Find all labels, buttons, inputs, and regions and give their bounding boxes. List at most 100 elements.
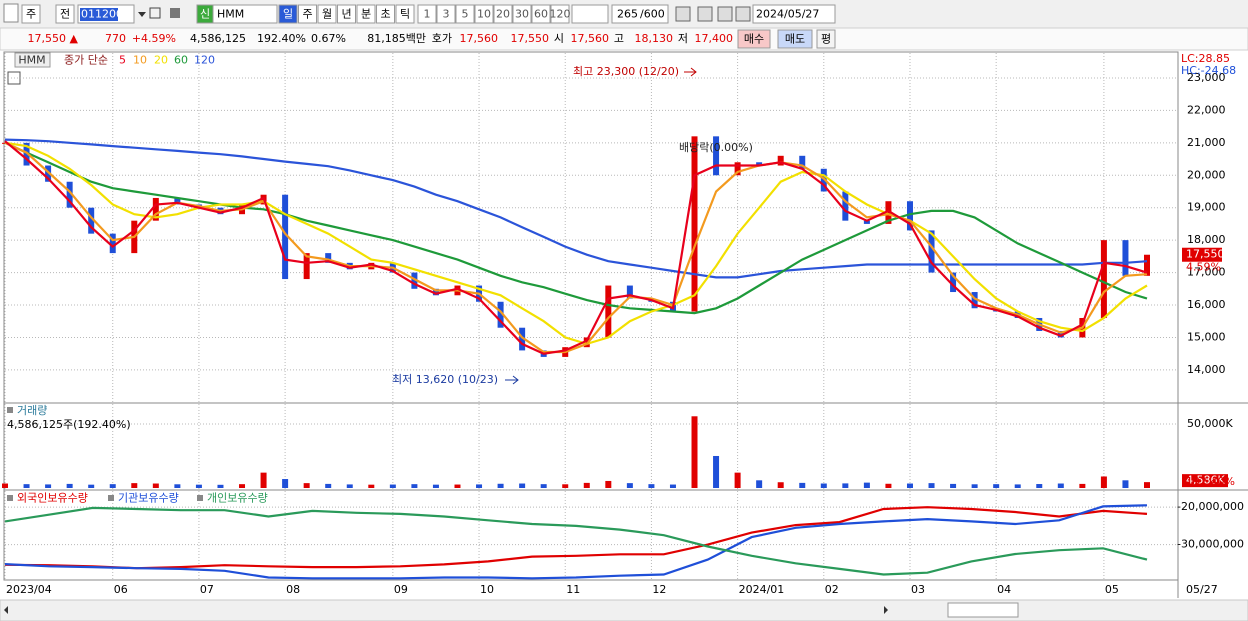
annotation-arrow — [505, 375, 519, 385]
candle — [109, 233, 116, 254]
count-button-box[interactable] — [493, 4, 513, 24]
volume-bar — [842, 483, 849, 488]
y-tick-label: 14,000 — [1187, 363, 1226, 376]
quote-item: 770 — [105, 32, 126, 45]
period-button-box[interactable] — [395, 4, 415, 24]
quote-item: 고 — [614, 32, 624, 45]
volume-bar — [432, 484, 439, 488]
order-button[interactable] — [777, 29, 813, 49]
candle — [23, 142, 30, 166]
x-tick-label: 02 — [825, 583, 839, 596]
legend-entry: 기관보유수량 — [118, 492, 179, 505]
y-tick-label: 19,000 — [1187, 201, 1226, 214]
candle — [950, 272, 957, 293]
period-button-box[interactable] — [317, 4, 337, 24]
prev-button: 전 — [60, 8, 70, 21]
tool-icon[interactable] — [717, 6, 733, 22]
scrollbar[interactable] — [0, 599, 1248, 621]
volume-bar — [368, 484, 375, 488]
legend-entry: 60 — [174, 54, 188, 67]
last-volume-box — [1182, 474, 1228, 488]
count-button-box[interactable] — [550, 4, 570, 24]
order-button-label: 평 — [821, 33, 831, 46]
legend-entry: 20 — [154, 54, 168, 67]
sound-icon[interactable] — [170, 8, 180, 18]
count-button-box[interactable] — [512, 4, 532, 24]
tool-icon[interactable] — [697, 6, 713, 22]
quote-item: 17,550 — [511, 32, 550, 45]
legend-entry: 개인보유수량 — [207, 492, 268, 505]
volume-ratio: 192.40% — [1186, 475, 1235, 488]
volume-bar — [1122, 480, 1129, 488]
name-input[interactable] — [212, 4, 278, 24]
period-button-box[interactable] — [298, 4, 317, 24]
volume-bar — [669, 484, 676, 488]
count-button-box[interactable] — [531, 4, 551, 24]
order-button[interactable] — [737, 29, 771, 49]
date-label: 05/27 — [1186, 583, 1218, 596]
period-button: 월 — [322, 8, 332, 21]
candle — [1122, 240, 1129, 276]
code-text: 011200 — [81, 8, 123, 21]
candle — [519, 327, 526, 351]
count-button: 30 — [515, 8, 529, 21]
quote-item: 시 — [554, 32, 564, 45]
name-text: HMM — [217, 8, 244, 21]
y-tick-label: 22,000 — [1187, 103, 1226, 116]
period-button-box[interactable] — [337, 4, 356, 24]
count-button-box[interactable] — [417, 4, 437, 24]
blank-select[interactable] — [571, 4, 609, 24]
candle — [820, 168, 827, 192]
volume-bar — [605, 480, 612, 488]
x-tick-label: 11 — [566, 583, 580, 596]
period-button: 일 — [283, 7, 293, 21]
count-button: 5 — [462, 8, 469, 21]
volume-bar — [131, 483, 138, 488]
quote-item: 0.67% — [311, 32, 346, 45]
candle — [928, 230, 935, 273]
candle — [605, 285, 612, 338]
candle — [497, 301, 504, 328]
volume-bar — [519, 483, 526, 488]
count-button-box[interactable] — [455, 4, 475, 24]
volume-bar — [1014, 484, 1021, 488]
count-button: 10 — [477, 8, 491, 21]
quote-item: 호가 — [432, 32, 452, 45]
legend-entry: 10 — [133, 54, 147, 67]
quote-item: 18,130 — [635, 32, 674, 45]
market-select: 주 — [26, 8, 36, 21]
last-price: 17,550 — [1186, 248, 1225, 261]
count-button-box[interactable] — [436, 4, 456, 24]
candle — [88, 207, 95, 234]
tool-icon[interactable] — [735, 6, 751, 22]
volume-bar — [863, 482, 870, 488]
prev-button-box[interactable] — [55, 4, 75, 24]
new-badge: 신 — [200, 8, 210, 21]
market-select-box[interactable] — [21, 4, 41, 24]
count-button-box[interactable] — [474, 4, 494, 24]
y-tick-label: 50,000K — [1187, 417, 1233, 430]
tool-icon[interactable] — [675, 6, 691, 22]
period-button-box[interactable] — [356, 4, 376, 24]
search-icon[interactable] — [149, 7, 161, 19]
y-tick-label: 23,000 — [1187, 71, 1226, 84]
candle — [734, 162, 741, 176]
candle — [885, 201, 892, 224]
dropdown-arrow[interactable] — [138, 12, 146, 17]
volume-bar — [260, 472, 267, 488]
menu-icon[interactable] — [3, 3, 19, 23]
zoom-slider[interactable] — [947, 602, 1019, 618]
candle — [1057, 330, 1064, 338]
x-tick-label: 10 — [480, 583, 494, 596]
count-input[interactable] — [611, 4, 669, 24]
quote-item: 17,550 ▲ — [28, 32, 79, 45]
date-input[interactable] — [752, 4, 836, 24]
volume-bar — [562, 484, 569, 488]
count-max: /600 — [640, 8, 665, 21]
order-button[interactable] — [816, 29, 836, 49]
period-button-box[interactable] — [376, 4, 395, 24]
volume-bar — [648, 484, 655, 488]
quote-item: 17,560 — [460, 32, 499, 45]
period-button-box[interactable] — [278, 4, 298, 24]
candle — [777, 155, 784, 166]
